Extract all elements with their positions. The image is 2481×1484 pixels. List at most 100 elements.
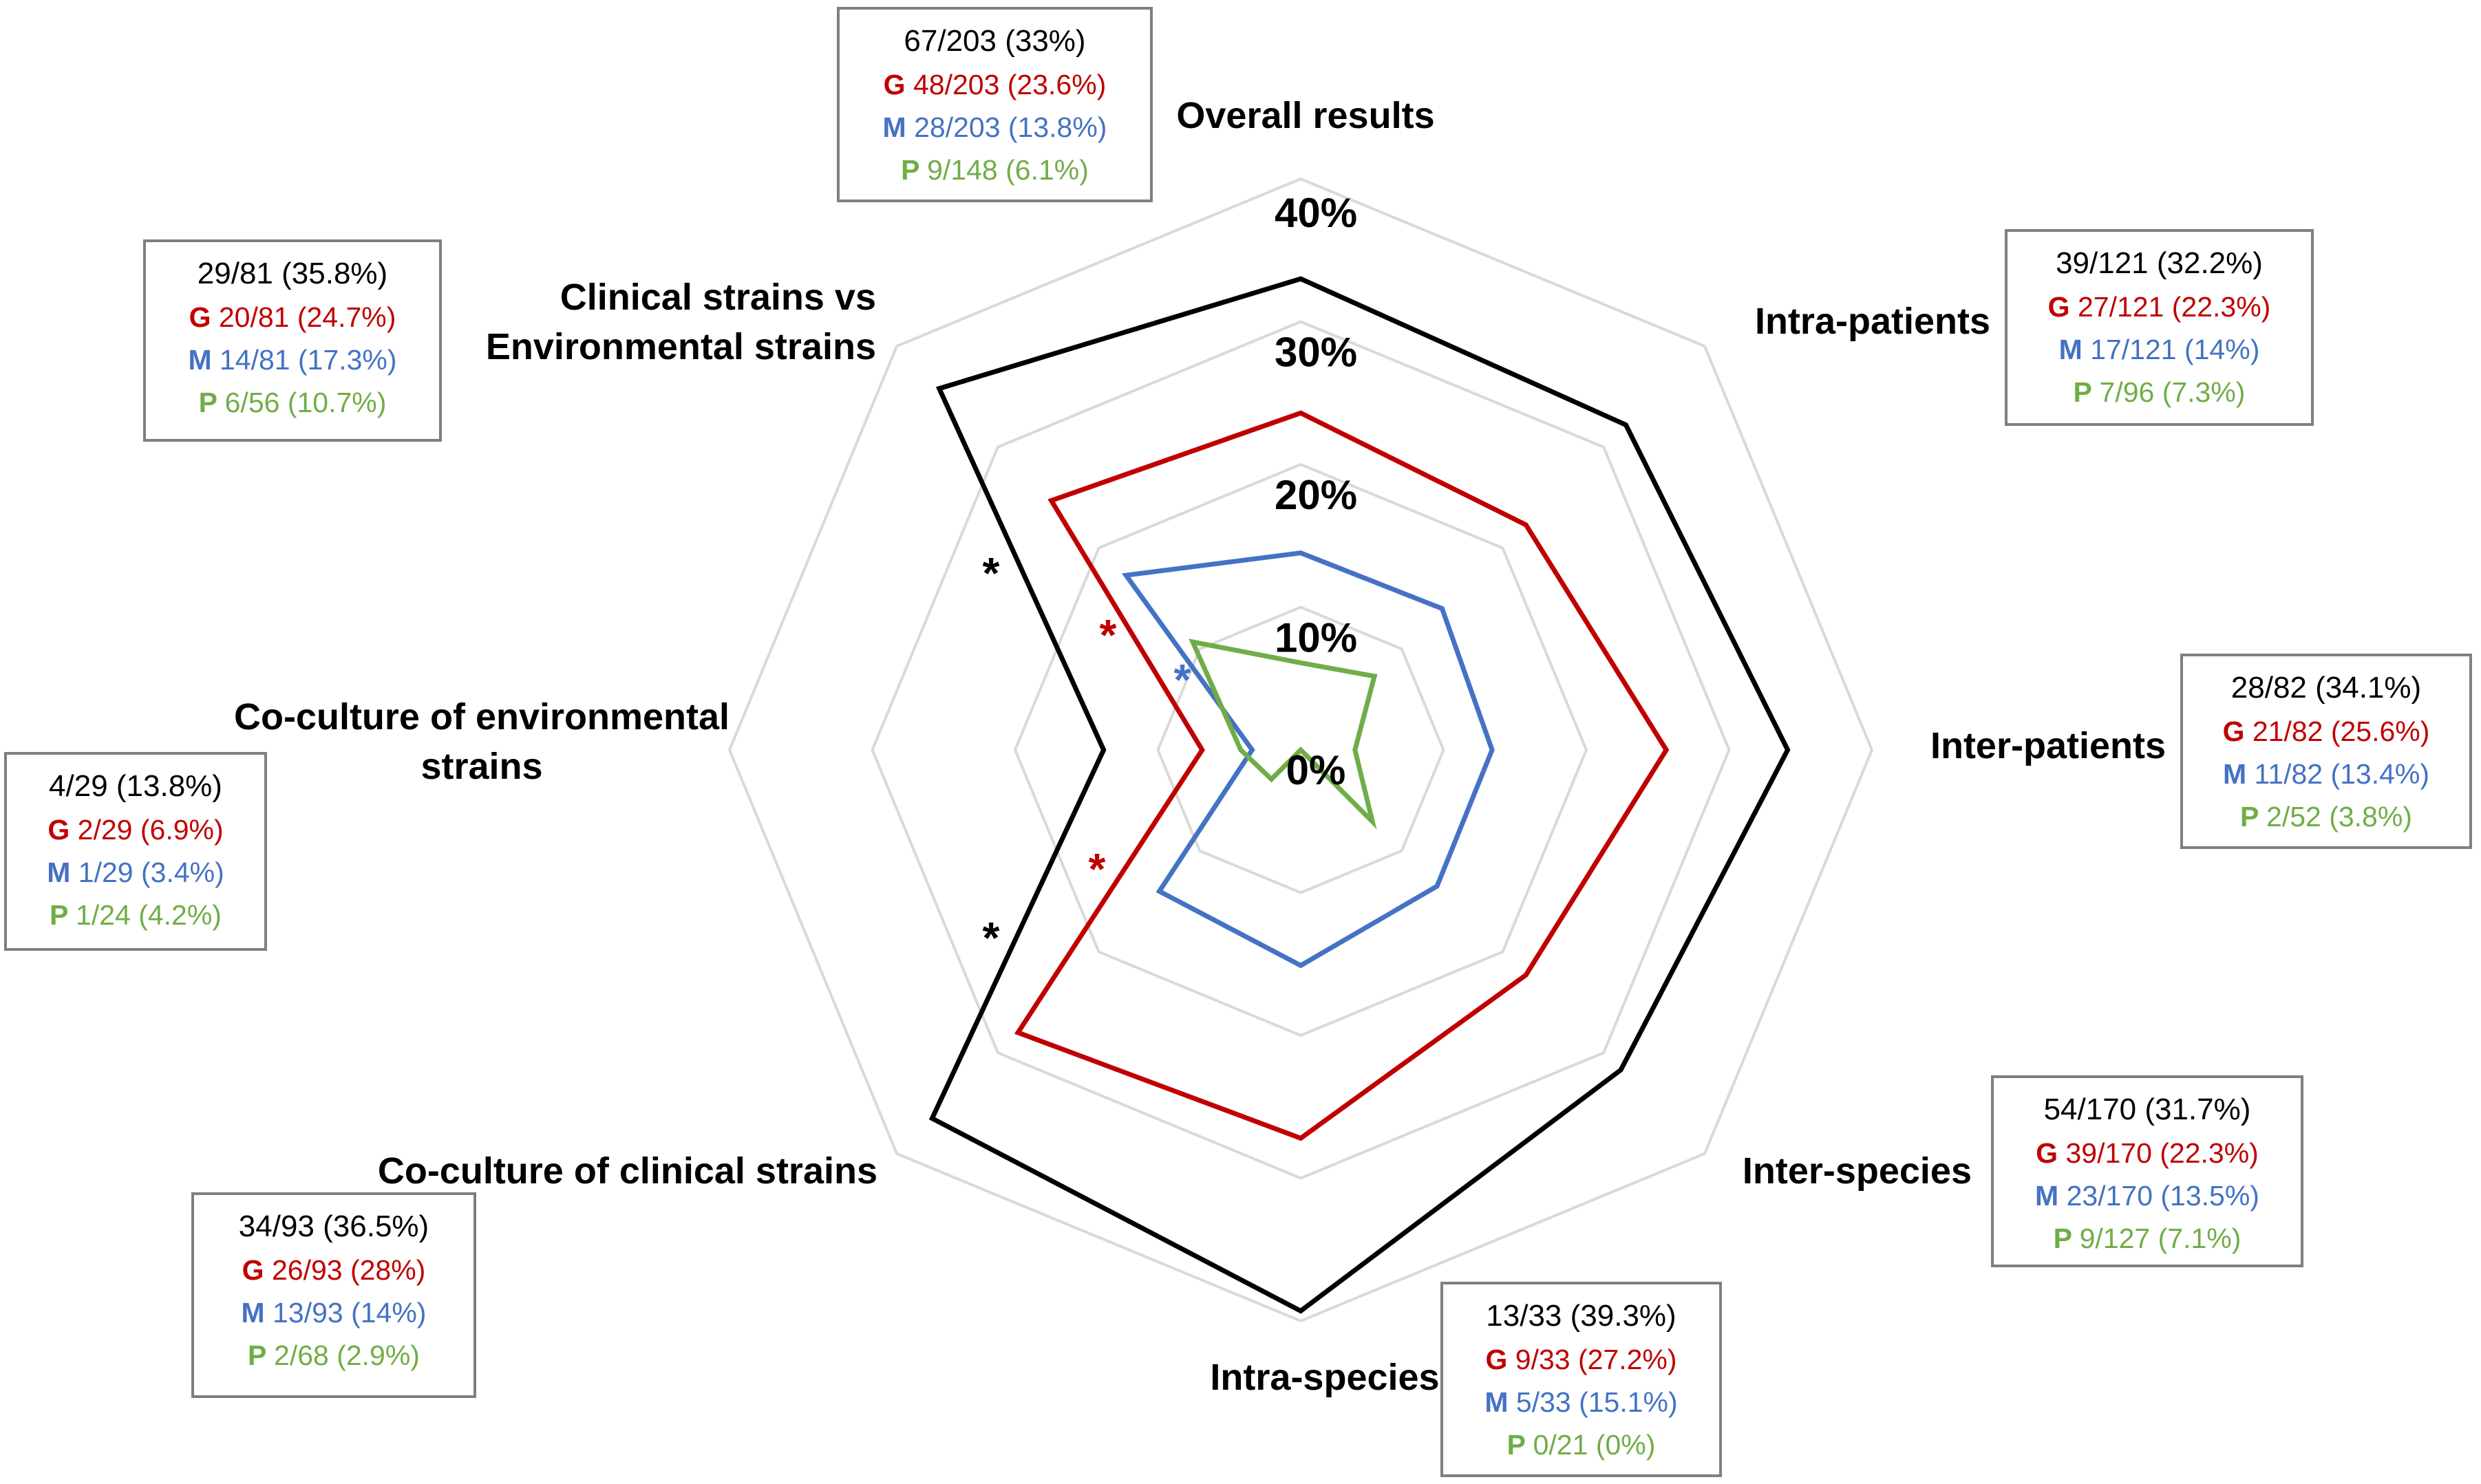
box-series-letter: P	[248, 1340, 274, 1371]
box-m-value: M 5/33 (15.1%)	[1484, 1386, 1677, 1418]
box-series-value: 13/93 (14%)	[273, 1297, 426, 1329]
box-p-value: P 9/127 (7.1%)	[2054, 1223, 2242, 1254]
category-label: Overall results	[1176, 95, 1434, 136]
category-label: Environmental strains	[486, 326, 876, 367]
axis-tick-label: 30%	[1275, 330, 1357, 376]
box-series-letter: M	[1484, 1386, 1516, 1418]
box-total-value: 34/93 (36.5%)	[239, 1209, 429, 1243]
annotation-box-frame	[837, 7, 1153, 202]
annotation-box: 54/170 (31.7%) G 39/170 (22.3%) M 23/170 (…	[1991, 1075, 2303, 1267]
annotation-box-frame	[1991, 1075, 2303, 1267]
box-m-value: M 13/93 (14%)	[242, 1297, 427, 1329]
box-series-value: 27/121 (22.3%)	[2078, 291, 2270, 323]
box-g-value: G 26/93 (28%)	[242, 1254, 426, 1286]
box-p-value: P 2/52 (3.8%)	[2240, 801, 2412, 832]
annotation-box: 13/33 (39.3%) G 9/33 (27.2%) M 5/33 (15.1%…	[1440, 1282, 1722, 1477]
series-line-p	[1189, 638, 1378, 830]
box-total-value: 39/121 (32.2%)	[2056, 246, 2263, 280]
category-label: Co-culture of clinical strains	[378, 1150, 877, 1192]
category-label: Clinical strains vs	[560, 277, 876, 318]
box-p-value: P 6/56 (10.7%)	[199, 387, 387, 418]
significance-marker: *	[1100, 610, 1117, 660]
box-series-value: 48/203 (23.6%)	[913, 69, 1106, 100]
box-series-letter: G	[2223, 716, 2253, 747]
box-series-value: 11/82 (13.4%)	[2255, 758, 2430, 790]
box-series-value: 21/82 (25.6%)	[2253, 716, 2430, 747]
box-series-value: 1/24 (4.2%)	[76, 899, 222, 931]
series-line-m	[1121, 550, 1495, 969]
box-series-value: 2/29 (6.9%)	[78, 814, 224, 846]
significance-marker: *	[983, 548, 1000, 598]
annotation-box-frame	[143, 239, 442, 442]
box-total-value: 13/33 (39.3%)	[1486, 1299, 1676, 1333]
grid-ring	[1156, 605, 1445, 894]
box-series-letter: G	[189, 301, 219, 333]
box-series-value: 39/170 (22.3%)	[2065, 1137, 2258, 1169]
grid-ring	[727, 177, 1874, 1323]
significance-marker: *	[983, 913, 1000, 963]
category-label: Co-culture of environmental	[234, 696, 730, 738]
box-series-letter: G	[242, 1254, 272, 1286]
box-series-letter: P	[2240, 801, 2266, 832]
box-total-value: 67/203 (33%)	[904, 24, 1085, 58]
box-series-letter: G	[2036, 1137, 2065, 1169]
box-m-value: M 1/29 (3.4%)	[47, 857, 224, 888]
box-series-letter: G	[1485, 1344, 1515, 1375]
box-series-value: 9/127 (7.1%)	[2080, 1223, 2242, 1254]
box-g-value: G 27/121 (22.3%)	[2048, 291, 2271, 323]
category-label: Intra-species	[1210, 1357, 1439, 1398]
box-series-value: 0/21 (0%)	[1533, 1429, 1656, 1461]
annotation-box: 4/29 (13.8%)G 2/29 (6.9%)M 1/29 (3.4%)P …	[4, 752, 267, 951]
significance-marker: *	[1089, 844, 1106, 894]
box-g-value: G 2/29 (6.9%)	[47, 814, 223, 846]
box-m-value: M 11/82 (13.4%)	[2223, 758, 2429, 790]
box-series-value: 2/52 (3.8%)	[2266, 801, 2412, 832]
annotation-box-frame	[1440, 1282, 1722, 1477]
box-p-value: P 2/68 (2.9%)	[248, 1340, 420, 1371]
box-series-letter: P	[1507, 1429, 1533, 1461]
grid-ring	[1013, 462, 1588, 1037]
significance-marker: *	[1174, 655, 1191, 705]
annotation-box-frame	[4, 752, 267, 951]
grid-ring	[871, 320, 1731, 1180]
box-p-value: P 0/21 (0%)	[1507, 1429, 1656, 1461]
box-series-letter: P	[50, 899, 76, 931]
annotation-box-frame	[2005, 229, 2314, 426]
box-total-value: 54/170 (31.7%)	[2044, 1093, 2251, 1126]
box-series-letter: M	[47, 857, 78, 888]
annotation-box: 34/93 (36.5%) G 26/93 (28%) M 13/93 (14%) P…	[191, 1192, 476, 1398]
annotation-box: 67/203 (33%) G 48/203 (23.6%) M 28/203 (13…	[837, 7, 1153, 202]
box-m-value: M 23/170 (13.5%)	[2035, 1180, 2259, 1212]
box-series-letter: M	[2223, 758, 2255, 790]
box-series-value: 20/81 (24.7%)	[219, 301, 396, 333]
box-series-value: 14/81 (17.3%)	[220, 344, 397, 376]
box-series-value: 7/96 (7.3%)	[2100, 376, 2246, 408]
box-series-value: 2/68 (2.9%)	[274, 1340, 420, 1371]
annotation-box: 28/82 (34.1%) G 21/82 (25.6%) M 11/82 (13.…	[2180, 654, 2472, 849]
axis-tick-label: 0%	[1286, 747, 1346, 793]
box-series-letter: M	[188, 344, 220, 376]
category-label: Intra-patients	[1755, 301, 1990, 342]
box-series-value: 5/33 (15.1%)	[1516, 1386, 1678, 1418]
box-series-letter: M	[242, 1297, 273, 1329]
category-label: Inter-species	[1743, 1150, 1972, 1192]
annotation-box: 29/81 (35.8%) G 20/81 (24.7%) M 14/81 (17.…	[143, 239, 442, 442]
box-series-value: 17/121 (14%)	[2090, 334, 2259, 365]
box-series-letter: M	[2035, 1180, 2067, 1212]
box-g-value: G 48/203 (23.6%)	[884, 69, 1107, 100]
axis-tick-label: 10%	[1275, 615, 1357, 661]
category-label: strains	[420, 746, 542, 787]
box-series-letter: M	[883, 111, 915, 143]
box-series-letter: G	[47, 814, 77, 846]
annotation-box-frame	[2180, 654, 2472, 849]
axis-tick-label: 20%	[1275, 472, 1357, 518]
box-series-letter: P	[199, 387, 225, 418]
box-series-letter: P	[901, 154, 927, 186]
box-g-value: G 21/82 (25.6%)	[2223, 716, 2430, 747]
box-m-value: M 28/203 (13.8%)	[883, 111, 1107, 143]
box-g-value: G 39/170 (22.3%)	[2036, 1137, 2259, 1169]
box-g-value: G 9/33 (27.2%)	[1485, 1344, 1676, 1375]
box-series-value: 28/203 (13.8%)	[914, 111, 1107, 143]
box-p-value: P 9/148 (6.1%)	[901, 154, 1089, 186]
